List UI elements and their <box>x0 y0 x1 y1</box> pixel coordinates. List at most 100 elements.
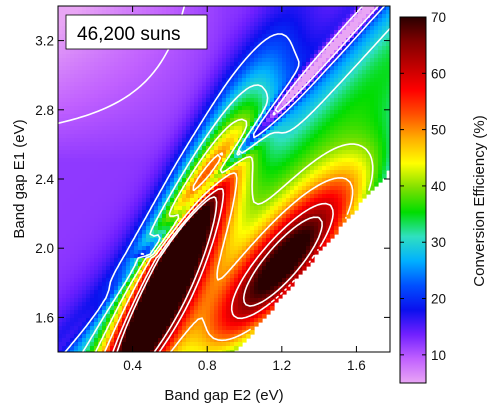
heatmap-cell <box>342 6 347 11</box>
heatmap-cell <box>262 58 267 63</box>
heatmap-cell <box>274 50 279 55</box>
heatmap-cell <box>150 74 155 79</box>
heatmap-cell <box>278 118 283 123</box>
heatmap-cell <box>334 210 339 215</box>
heatmap-cell <box>318 238 323 243</box>
heatmap-cell <box>366 106 371 111</box>
heatmap-cell <box>138 106 143 111</box>
heatmap-cell <box>98 254 103 259</box>
heatmap-cell <box>334 30 339 35</box>
heatmap-cell <box>334 134 339 139</box>
heatmap-cell <box>70 210 75 215</box>
heatmap-cell <box>158 222 163 227</box>
heatmap-cell <box>282 122 287 127</box>
heatmap-cell <box>162 98 167 103</box>
heatmap-cell <box>314 22 319 27</box>
heatmap-cell <box>210 178 215 183</box>
heatmap-cell <box>202 194 207 199</box>
heatmap-cell <box>210 82 215 87</box>
heatmap-cell <box>326 198 331 203</box>
heatmap-cell <box>322 58 327 63</box>
heatmap-cell <box>178 234 183 239</box>
heatmap-cell <box>262 94 267 99</box>
heatmap-cell <box>378 110 383 115</box>
heatmap-cell <box>234 58 239 63</box>
heatmap-cell <box>70 174 75 179</box>
heatmap-cell <box>218 222 223 227</box>
heatmap-cell <box>238 102 243 107</box>
heatmap-cell <box>158 138 163 143</box>
heatmap-cell <box>118 90 123 95</box>
heatmap-cell <box>94 102 99 107</box>
heatmap-cell <box>242 242 247 247</box>
heatmap-cell <box>362 114 367 119</box>
heatmap-cell <box>74 238 79 243</box>
heatmap-cell <box>266 58 271 63</box>
heatmap-cell <box>230 66 235 71</box>
heatmap-cell <box>238 218 243 223</box>
heatmap-cell <box>90 214 95 219</box>
heatmap-cell <box>178 82 183 87</box>
heatmap-cell <box>338 50 343 55</box>
heatmap-cell <box>266 194 271 199</box>
heatmap-cell <box>246 234 251 239</box>
heatmap-cell <box>274 6 279 11</box>
heatmap-cell <box>154 10 159 15</box>
heatmap-cell <box>98 78 103 83</box>
heatmap-cell <box>334 26 339 31</box>
heatmap-cell <box>386 66 390 71</box>
heatmap-cell <box>198 114 203 119</box>
heatmap-cell <box>370 122 375 127</box>
heatmap-cell <box>354 22 359 27</box>
heatmap-cell <box>250 18 255 23</box>
heatmap-cell <box>286 202 291 207</box>
heatmap-cell <box>78 206 83 211</box>
heatmap-cell <box>278 26 283 31</box>
heatmap-cell <box>130 174 135 179</box>
heatmap-cell <box>118 254 123 259</box>
heatmap-cell <box>102 150 107 155</box>
heatmap-cell <box>58 134 63 139</box>
heatmap-cell <box>154 82 159 87</box>
heatmap-cell <box>122 98 127 103</box>
heatmap-cell <box>338 210 343 215</box>
heatmap-cell <box>382 22 387 27</box>
heatmap-cell <box>262 30 267 35</box>
heatmap-cell <box>154 170 159 175</box>
heatmap-cell <box>354 178 359 183</box>
heatmap-cell <box>230 18 235 23</box>
heatmap-cell <box>110 110 115 115</box>
heatmap-cell <box>210 66 215 71</box>
heatmap-cell <box>314 162 319 167</box>
heatmap-cell <box>134 50 139 55</box>
heatmap-cell <box>142 130 147 135</box>
heatmap-cell <box>210 162 215 167</box>
heatmap-cell <box>166 142 171 147</box>
heatmap-cell <box>274 182 279 187</box>
heatmap-cell <box>82 210 87 215</box>
heatmap-cell <box>142 146 147 151</box>
heatmap-cell <box>174 6 179 11</box>
heatmap-cell <box>166 50 171 55</box>
heatmap-cell <box>262 190 267 195</box>
heatmap-cell <box>126 254 131 259</box>
heatmap-cell <box>62 238 67 243</box>
heatmap-cell <box>110 178 115 183</box>
heatmap-cell <box>242 106 247 111</box>
heatmap-cell <box>114 158 119 163</box>
heatmap-cell <box>374 46 379 51</box>
heatmap-cell <box>142 6 147 11</box>
heatmap-cell <box>318 178 323 183</box>
heatmap-cell <box>82 182 87 187</box>
heatmap-cell <box>62 202 67 207</box>
heatmap-cell <box>66 230 71 235</box>
heatmap-cell <box>278 186 283 191</box>
heatmap-cell <box>306 54 311 59</box>
heatmap-cell <box>162 142 167 147</box>
heatmap-cell <box>254 110 259 115</box>
heatmap-cell <box>318 234 323 239</box>
heatmap-cell <box>370 142 375 147</box>
heatmap-cell <box>306 142 311 147</box>
heatmap-cell <box>286 50 291 55</box>
heatmap-cell <box>242 14 247 19</box>
